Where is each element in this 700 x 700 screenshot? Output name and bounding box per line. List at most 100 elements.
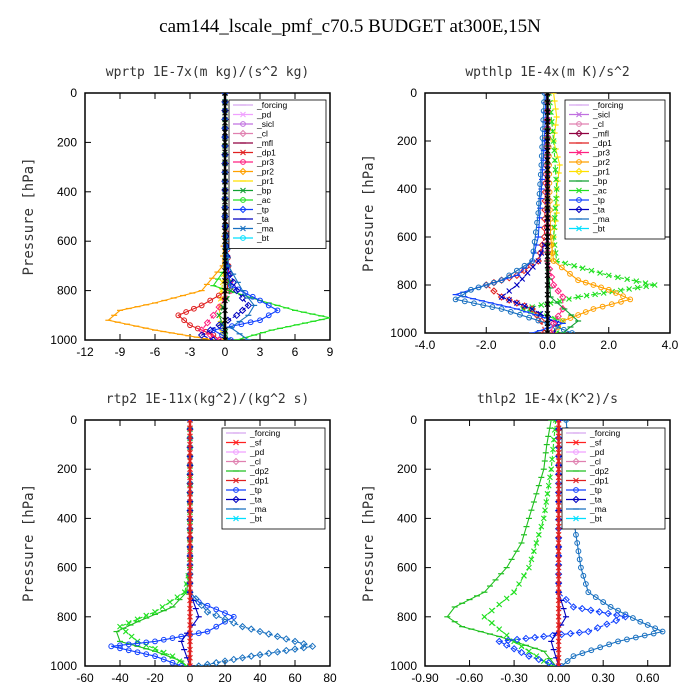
data-point (544, 93, 551, 96)
data-point (187, 654, 193, 661)
data-point (555, 531, 562, 538)
data-point (544, 262, 551, 269)
data-point (187, 622, 193, 628)
plot-frame (424, 419, 671, 667)
data-point (550, 258, 557, 264)
data-point (555, 654, 562, 661)
data-point (257, 317, 263, 324)
legend-marker (575, 167, 583, 176)
series-line-dp2 (446, 420, 557, 666)
data-point (143, 639, 150, 646)
data-point (210, 327, 217, 334)
legend-entry: _ta (589, 495, 602, 505)
data-point (506, 297, 513, 303)
data-point (187, 663, 193, 666)
data-point (542, 507, 548, 514)
legend-entry: _pr3 (256, 157, 274, 167)
data-point (490, 287, 498, 295)
data-point (460, 291, 467, 298)
data-point (187, 597, 193, 604)
data-point (175, 312, 182, 319)
data-point (517, 311, 523, 318)
data-point (575, 312, 582, 318)
data-point (597, 644, 604, 651)
x-tick-label: -0.30 (500, 671, 528, 685)
legend-entry: _cl (592, 119, 604, 129)
legend-marker (240, 111, 246, 118)
x-tick-label: -6 (150, 345, 161, 359)
data-point (496, 601, 503, 608)
data-point (178, 663, 185, 666)
data-point (222, 208, 228, 215)
data-point (563, 420, 569, 423)
series-line-dp2 (115, 420, 191, 666)
data-point (535, 317, 542, 324)
data-point (555, 613, 562, 620)
data-point (533, 540, 540, 546)
legend-marker (240, 159, 246, 165)
data-point (125, 647, 132, 654)
data-point (190, 305, 197, 312)
legend-marker (573, 477, 579, 484)
y-axis-label: Pressure [hPa] (361, 154, 377, 272)
data-point (575, 628, 584, 637)
data-point (181, 317, 188, 324)
data-point (583, 292, 590, 299)
data-point (624, 636, 630, 643)
legend: _forcing_sicl_cl_mfl_dp1_pr3_pr2_pr1_bp_… (564, 99, 666, 240)
data-point (525, 652, 533, 660)
legend-entry: _dp1 (589, 476, 609, 486)
x-tick-label: 0 (187, 671, 194, 685)
data-point (495, 637, 503, 646)
y-tick-label: 800 (57, 610, 77, 624)
y-tick-label: 0 (410, 413, 417, 427)
data-point (222, 277, 228, 284)
data-point (187, 322, 193, 329)
data-point (480, 302, 487, 309)
data-point (160, 636, 167, 643)
legend-entry: _bt (249, 514, 262, 524)
chart-panel-3: rtp2 1E-11x(kg^2)/(kg^2 s) Pressure [hPa]… (21, 392, 337, 685)
legend-entry: _forcing (249, 428, 281, 438)
data-point (519, 276, 526, 282)
data-point (552, 205, 559, 212)
legend-marker (576, 159, 582, 165)
data-point (526, 314, 533, 321)
data-point (535, 258, 542, 264)
data-point (562, 595, 570, 604)
data-point (643, 283, 650, 290)
data-point (588, 647, 595, 654)
data-point (134, 649, 141, 656)
data-point (257, 297, 263, 304)
data-point (600, 599, 607, 605)
data-point (227, 337, 234, 340)
data-point (564, 658, 571, 664)
data-point (580, 572, 587, 579)
data-point (282, 635, 290, 643)
x-tick-label: 4.0 (662, 338, 679, 352)
x-tick-label: 0.0 (539, 338, 556, 352)
data-point (187, 449, 193, 456)
y-tick-label: 800 (57, 284, 77, 298)
data-point (555, 458, 562, 464)
data-point (605, 272, 612, 279)
data-point (222, 228, 228, 235)
data-point (544, 224, 551, 231)
data-point (529, 306, 536, 312)
data-point (544, 272, 551, 279)
data-point (544, 291, 551, 298)
data-point (559, 305, 567, 313)
data-point (535, 210, 542, 216)
legend-marker (239, 205, 247, 214)
data-point (160, 649, 167, 656)
legend-entry: _pd (589, 447, 604, 457)
legend-entry: _sf (249, 438, 262, 448)
data-point (517, 648, 526, 657)
legend-entry: _forcing (256, 100, 288, 110)
data-point (530, 248, 537, 255)
data-point (555, 507, 562, 514)
legend-marker (576, 187, 582, 194)
data-point (521, 572, 527, 579)
legend-entry: _ta (249, 495, 262, 505)
data-point (566, 629, 575, 638)
